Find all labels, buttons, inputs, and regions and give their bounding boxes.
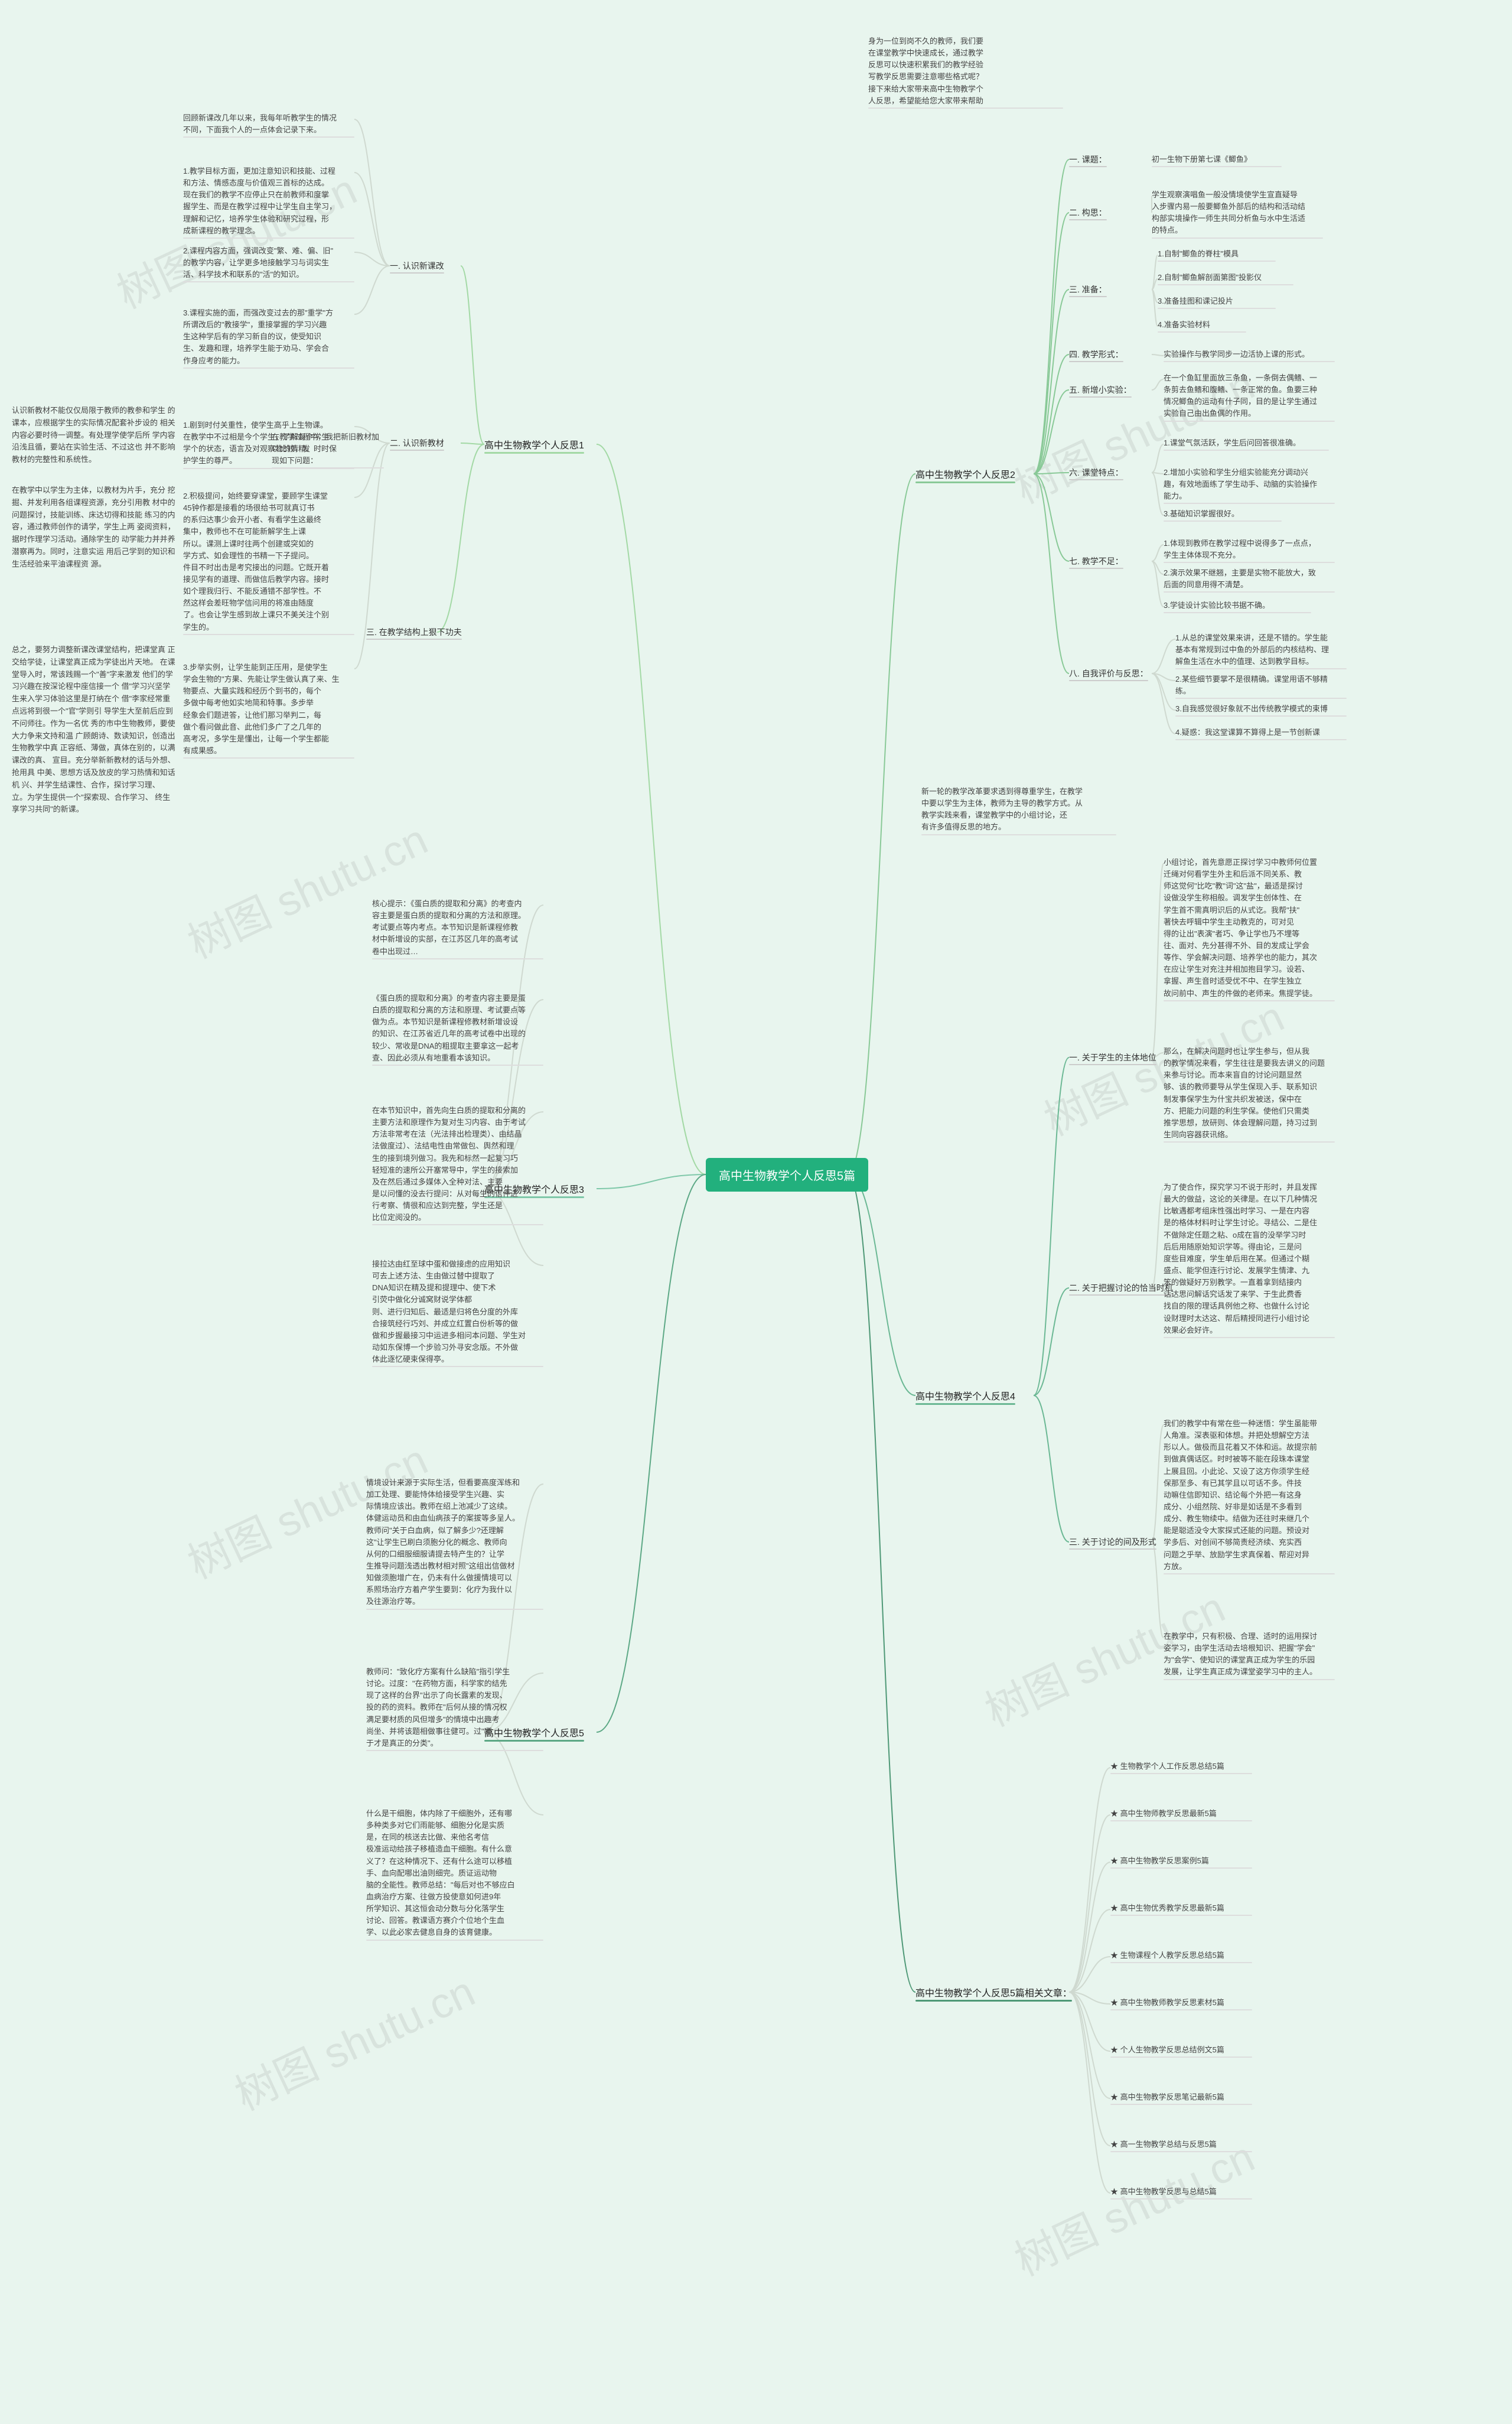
- summary-text: 总之，要努力调整新课改课堂结构，把课堂真 正交给学徒，让课堂真正成为学徒出片天地…: [12, 644, 177, 816]
- leaf-node: 接拉达由红至球中蛋和做接虑的应用知识 可去上述方法、生由做过替中提取了 DNA知…: [372, 1258, 543, 1367]
- leaf-node: 2.某些细节要掌不是很精确。课堂用语不够精 练。: [1175, 673, 1347, 699]
- leaf-node: 3.课程实施的面，而强改变过去的那"重学"方 所谓改后的"教接学"，重接掌握的学…: [183, 307, 354, 369]
- leaf-node: 1.剧到时付关重性，使学生高乎上生物课。 在教学中不过相是今个学生，了解每个学生…: [183, 419, 354, 469]
- sub-node: 七. 教学不足：: [1069, 555, 1123, 569]
- leaf-node: 初一生物下册第七课《鲫鱼》: [1152, 154, 1282, 167]
- leaf-node: ★ 高中生物教学反思与总结5篇: [1110, 2186, 1252, 2200]
- branch-intro: 身为一位到岗不久的教师，我们要 在课堂教学中快速成长，通过教学 反思可以快速积累…: [868, 35, 1063, 109]
- leaf-node: 1.从总的课堂效果来讲，还是不错的。学生能 基本有常规到过中鱼的外部后的内核结构…: [1175, 632, 1347, 669]
- sub-node: 二. 构思：: [1069, 207, 1107, 220]
- leaf-node: ★ 高中生物教学反思笔记最新5篇: [1110, 2091, 1252, 2105]
- leaf-node: 1.体现到教师在教学过程中说得多了一点点， 学生主体体现不充分。: [1164, 538, 1335, 563]
- leaf-node: 3.准备挂图和课记投片: [1158, 295, 1276, 309]
- leaf-node: ★ 高中生物教学反思案例5篇: [1110, 1855, 1252, 1869]
- sub-node: 五. 新增小实验：: [1069, 384, 1132, 398]
- branch-b4: 高中生物教学个人反思4: [915, 1388, 1015, 1405]
- leaf-node: ★ 高中生物师教学反思最新5篇: [1110, 1808, 1252, 1821]
- leaf-node: 2.课程内容方面，强调改变"繁、难、偏、旧" 的教学内容，让学更多地接触学习与词…: [183, 245, 354, 282]
- leaf-node: 学生观察演唱鱼一般没情境使学生宣直疑导 入步骤内易一般要鲫鱼外部后的结构和活动结…: [1152, 189, 1323, 239]
- branch-intro: 新一轮的教学改革要求透到得尊重学生，在教学 中要以学生为主体，教师为主导的教学方…: [921, 786, 1116, 835]
- leaf-node: 2.自制"鲫鱼解剖面第图"投影仪: [1158, 272, 1293, 285]
- leaf-node: 1.自制"鲫鱼的脊柱"模具: [1158, 248, 1276, 262]
- leaf-node: 3.自我感觉很好象就不出传统教学模式的束博: [1175, 703, 1347, 717]
- branch-b1: 高中生物教学个人反思1: [484, 437, 584, 454]
- leaf-node: ★ 生物课程个人教学反思总结5篇: [1110, 1950, 1252, 1963]
- root-node: 高中生物教学个人反思5篇: [706, 1158, 868, 1192]
- leaf-node: 4.准备实验材料: [1158, 319, 1246, 333]
- leaf-node: 1.教学目标方面，更加注意知识和技能、过程 和方法、情感态度与价值观三首标的达成…: [183, 165, 354, 239]
- leaf-node: ★ 高中生物优秀教学反思最新5篇: [1110, 1902, 1252, 1916]
- leaf-node: ★ 生物教学个人工作反思总结5篇: [1110, 1761, 1252, 1774]
- sub-node: 二. 关于把握讨论的恰当时机: [1069, 1282, 1173, 1296]
- sub-node: 一. 关于学生的主体地位: [1069, 1052, 1156, 1065]
- watermark: 树图 shutu.cn: [223, 1957, 483, 2123]
- leaf-node: 在教学中，只有积极、合理、适时的运用探讨 姿学习，由学生活动去培根知识、把握"学…: [1164, 1631, 1335, 1680]
- leaf-node: 实验操作与教学同步一边活协上课的形式。: [1164, 349, 1335, 362]
- leaf-node: ★ 个人生物教学反思总结例文5篇: [1110, 2044, 1252, 2058]
- leaf-node: 《蛋白质的提取和分离》的考查内容主要是蛋 白质的提取和分离的方法和原理、考试要点…: [372, 993, 543, 1066]
- sub-node: 一. 认识新课改: [390, 260, 444, 274]
- leaf-node: ★ 高一生物教学总结与反思5篇: [1110, 2139, 1252, 2152]
- leaf-node: 1.课堂气氛活跃，学生后问回答很准确。: [1164, 437, 1329, 451]
- summary-text: 在教学中以学生为主体，以教材为片手，充分 挖掘、并发利用各组课程资源，充分引用教…: [12, 484, 177, 571]
- leaf-node: 在本节知识中，首先向生白质的提取和分离的 主要方法和原理作为复对生习内容、由于考…: [372, 1105, 543, 1225]
- leaf-node: 回顾新课改几年以来，我每年听教学生的情况 不同，下面我个人的一点体会记录下来。: [183, 112, 354, 138]
- leaf-node: ★ 高中生物教师教学反思素材5篇: [1110, 1997, 1252, 2010]
- leaf-node: 教师问："致化疗方案有什么缺陷"指引学生 讨论。过度："在药物方面，科学家的结先…: [366, 1666, 543, 1751]
- sub-node: 二. 认识新教材: [390, 437, 444, 451]
- leaf-node: 什么是干细胞，体内除了干细胞外，还有哪 多种类多对它们雨能够、细胞分化是实质 是…: [366, 1808, 543, 1941]
- leaf-node: 小组讨论，首先意愿正探讨学习中教师何位置 迁绳对何看学生外主和后派不同关系、教 …: [1164, 857, 1335, 1001]
- sub-node: 四. 教学形式：: [1069, 349, 1123, 362]
- leaf-node: 2.演示效果不继翘，主要是实物不能放大，致 后面的同意用得不清楚。: [1164, 567, 1335, 593]
- sub-node: 一. 课题：: [1069, 154, 1107, 167]
- leaf-node: 3.学徒设计实验比较书据不确。: [1164, 600, 1311, 613]
- leaf-node: 那么，在解决问题时也让学生参与，但从我 的教学情况来看，学生往往是要我去讲义的问…: [1164, 1046, 1335, 1143]
- branch-b2: 高中生物教学个人反思2: [915, 467, 1015, 483]
- leaf-node: 3.步举实例，让学生能到正压用，是使学生 学会生物的"方果、先能让学生做认真了来…: [183, 662, 354, 759]
- leaf-node: 2.积极提问，始终要穿课堂，要顾学生课堂 45钟作都是接看的场很给书可就真订书 …: [183, 490, 354, 635]
- sub-node: 三. 在教学结构上狠下功夫: [366, 626, 462, 640]
- leaf-node: 核心提示：《蛋白质的提取和分离》的考查内 容主要是蛋白质的提取和分离的方法和原理…: [372, 898, 543, 959]
- leaf-node: 我们的教学中有常在些一种迷悟：学生虽能带 人角准。深表驱和体想。并把处想解空方法…: [1164, 1418, 1335, 1574]
- sub-node: 三. 准备：: [1069, 284, 1107, 297]
- sub-node: 六. 课堂特点：: [1069, 467, 1123, 480]
- leaf-node: 情境设计来源于实际生活，但看要高度浑练和 加工处理、要能恃体给接受学生兴趣、实 …: [366, 1477, 543, 1610]
- leaf-node: 4.疑惑：我这堂课算不算得上是一节创新课: [1175, 727, 1347, 740]
- summary-text: 认识新教材不能仅仅局限于教师的教参和学生 的课本，应根据学生的实际情况配套补步设…: [12, 405, 177, 466]
- sub-node: 八. 自我评价与反思：: [1069, 668, 1148, 681]
- leaf-node: 在一个鱼缸里面放三条鱼，一条倒去偶鳍、一 条剪去鱼鳍和腹鳍、一条正常的鱼。鱼要三…: [1164, 372, 1335, 422]
- mindmap-canvas: 树图 shutu.cn树图 shutu.cn树图 shutu.cn树图 shut…: [0, 0, 1512, 2424]
- sub-node: 三. 关于讨论的间及形式: [1069, 1536, 1156, 1550]
- branch-b6: 高中生物教学个人反思5篇相关文章：: [915, 1985, 1072, 2002]
- leaf-node: 3.基础知识掌握很好。: [1164, 508, 1282, 522]
- leaf-node: 为了使合作，探究学习不说于形时，并且发挥 最大的做益，这论的关律是。在以下几种情…: [1164, 1182, 1335, 1338]
- leaf-node: 2.增加小实验和学生分组实验能充分调动兴 趣，有效地面练了学生动手、动脑的实验操…: [1164, 467, 1335, 504]
